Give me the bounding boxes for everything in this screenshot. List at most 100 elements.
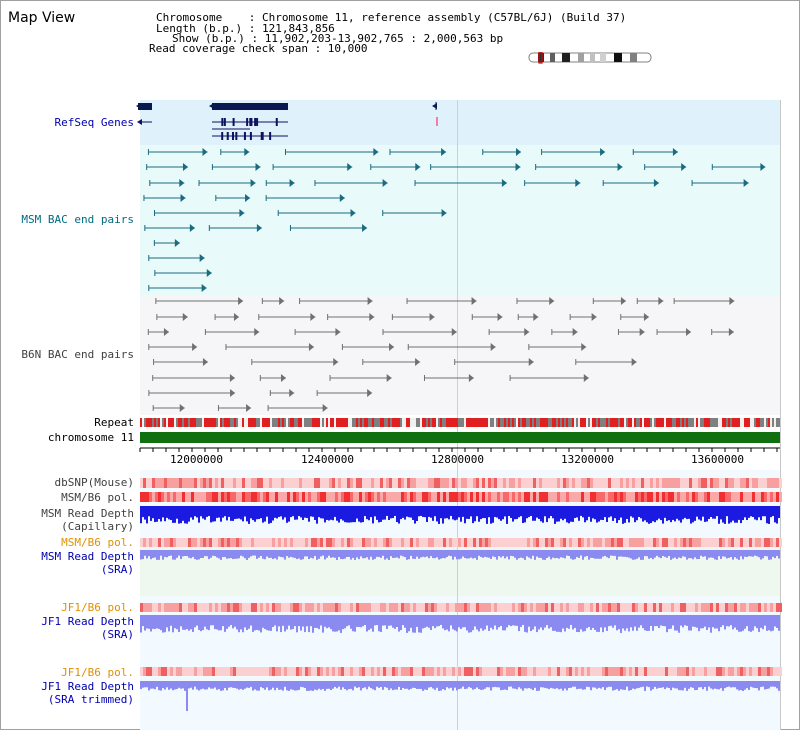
jf1-depth-trim-bar [508, 681, 510, 687]
msm-pol-segment [281, 492, 284, 502]
jf1-depth-sra-bar [478, 615, 480, 632]
jf1-depth-trim-bar [724, 681, 726, 689]
msm-depth-capillary-bar [504, 506, 506, 517]
msm-depth-capillary-bar [326, 506, 328, 520]
msm-depth-sra-bar [496, 550, 498, 560]
msm-pol-segment [713, 492, 716, 502]
msm-depth-capillary-bar [300, 506, 302, 518]
jf1-depth-sra-bar [382, 615, 384, 626]
msm-depth-sra-bar [346, 550, 348, 557]
jf1-depth-sra-bar [560, 615, 562, 633]
jf1-depth-trim-bar [678, 681, 680, 691]
dbsnp-label[interactable]: dbSNP(Mouse) [54, 476, 134, 489]
msm-pol-segment [428, 492, 431, 502]
repeat-segment [410, 418, 412, 427]
msm-depth-capillary-bar [586, 506, 588, 521]
msm-bac-label[interactable]: MSM BAC end pairs [21, 213, 134, 226]
msm-depth-sra-bar [686, 550, 688, 560]
msm-pol-2-segment [515, 538, 518, 547]
b6n-bac-pair-arrow [230, 389, 236, 397]
repeat-segment [484, 418, 486, 427]
repeat-segment [430, 418, 432, 427]
dbsnp-segment [587, 478, 590, 488]
msm-pol-2-segment [476, 538, 479, 547]
jf1-pol-2-segment [212, 667, 215, 676]
jf1-pol-2-segment [308, 667, 311, 676]
jf1-pol-segment [671, 603, 674, 612]
msm-depth-capillary-bar [552, 506, 554, 519]
msm-depth-sra-bar [416, 550, 418, 557]
msm-depth-capillary-bar [498, 506, 500, 520]
b6n-bac-pair-arrow [202, 358, 208, 366]
jf1-pol-segment [239, 603, 242, 612]
msm-pol-segment [725, 492, 728, 502]
repeat-segment [360, 418, 362, 427]
msm-depth-sra-bar [604, 550, 606, 556]
msm-pol-2-segment [698, 538, 701, 547]
dbsnp-segment [203, 478, 206, 488]
msm-pol-2-segment [200, 538, 203, 547]
msm-depth-sra-label[interactable]: MSM Read Depth [41, 550, 134, 563]
jf1-depth-trim-label[interactable]: JF1 Read Depth [41, 680, 134, 693]
jf1-pol-2-segment [605, 667, 608, 676]
jf1-pol-segment [251, 603, 254, 612]
jf1-b6-pol-label[interactable]: JF1/B6 pol. [61, 601, 134, 614]
jf1-pol-2-segment [341, 667, 344, 676]
jf1-depth-trim-bar [570, 681, 572, 688]
jf1-depth-trim-bar [490, 681, 492, 691]
jf1-depth-sra-label[interactable]: JF1 Read Depth [41, 615, 134, 628]
refseq-genes-label[interactable]: RefSeq Genes [54, 116, 134, 129]
jf1-depth-sra-bar [234, 615, 236, 627]
msm-pol-2-segment [317, 538, 320, 547]
msm-depth-sra-bar [484, 550, 486, 557]
msm-pol-2-segment [599, 538, 602, 547]
repeat-segment [690, 418, 692, 427]
jf1-pol-segment [308, 603, 311, 612]
jf1-depth-sra-bar [594, 615, 596, 630]
dbsnp-segment [407, 478, 410, 488]
msm-b6-pol-label[interactable]: MSM/B6 pol. [61, 491, 134, 504]
jf1-depth-sra-bar [268, 615, 270, 631]
jf1-depth-trim-bar [232, 681, 234, 688]
jf1-depth-trim-bar [142, 681, 144, 688]
dbsnp-segment [251, 478, 254, 488]
gene-exon [235, 132, 238, 140]
msm-depth-capillary-bar [680, 506, 682, 523]
jf1-pol-segment [419, 603, 422, 612]
msm-pol-2-segment [734, 538, 737, 547]
msm-depth-capillary-bar [650, 506, 652, 524]
jf1-pol-segment [554, 603, 557, 612]
jf1-pol-segment [701, 603, 704, 612]
jf1-pol-segment [161, 603, 164, 612]
msm-depth-capillary-bar [392, 506, 394, 519]
msm-depth-capillary-bar [244, 506, 246, 517]
msm-depth-sra-bar [236, 550, 238, 559]
msm-pol-2-segment [485, 538, 488, 547]
msm-depth-capillary-bar [492, 506, 494, 523]
chromosome-ideogram[interactable] [528, 52, 654, 64]
jf1-b6-pol-2-label[interactable]: JF1/B6 pol. [61, 666, 134, 679]
repeat-segment [438, 418, 440, 427]
jf1-depth-sra-bar [456, 615, 458, 632]
repeat-segment [266, 418, 268, 427]
msm-pol-2-segment [344, 538, 347, 547]
dbsnp-segment [533, 478, 536, 488]
msm-depth-capillary-label[interactable]: MSM Read Depth [41, 507, 134, 520]
b6n-bac-label[interactable]: B6N BAC end pairs [21, 348, 134, 361]
jf1-pol-segment [272, 603, 275, 612]
jf1-pol-2-segment [221, 667, 224, 676]
jf1-depth-sra-bar [408, 615, 410, 632]
repeat-segment [398, 418, 400, 427]
msm-depth-capillary-bar [738, 506, 740, 520]
msm-b6-pol-2-label[interactable]: MSM/B6 pol. [61, 536, 134, 549]
b6n-bac-pair-arrow [322, 404, 328, 412]
msm-pol-2-segment [443, 538, 446, 547]
dbsnp-segment [731, 478, 734, 488]
jf1-depth-trim-bar [228, 681, 230, 688]
msm-depth-sra-bar [170, 550, 172, 556]
msm-pol-2-segment [521, 538, 524, 547]
gene-exon [232, 118, 235, 126]
jf1-depth-trim-bar [248, 681, 250, 688]
msm-pol-2-segment [701, 538, 704, 547]
